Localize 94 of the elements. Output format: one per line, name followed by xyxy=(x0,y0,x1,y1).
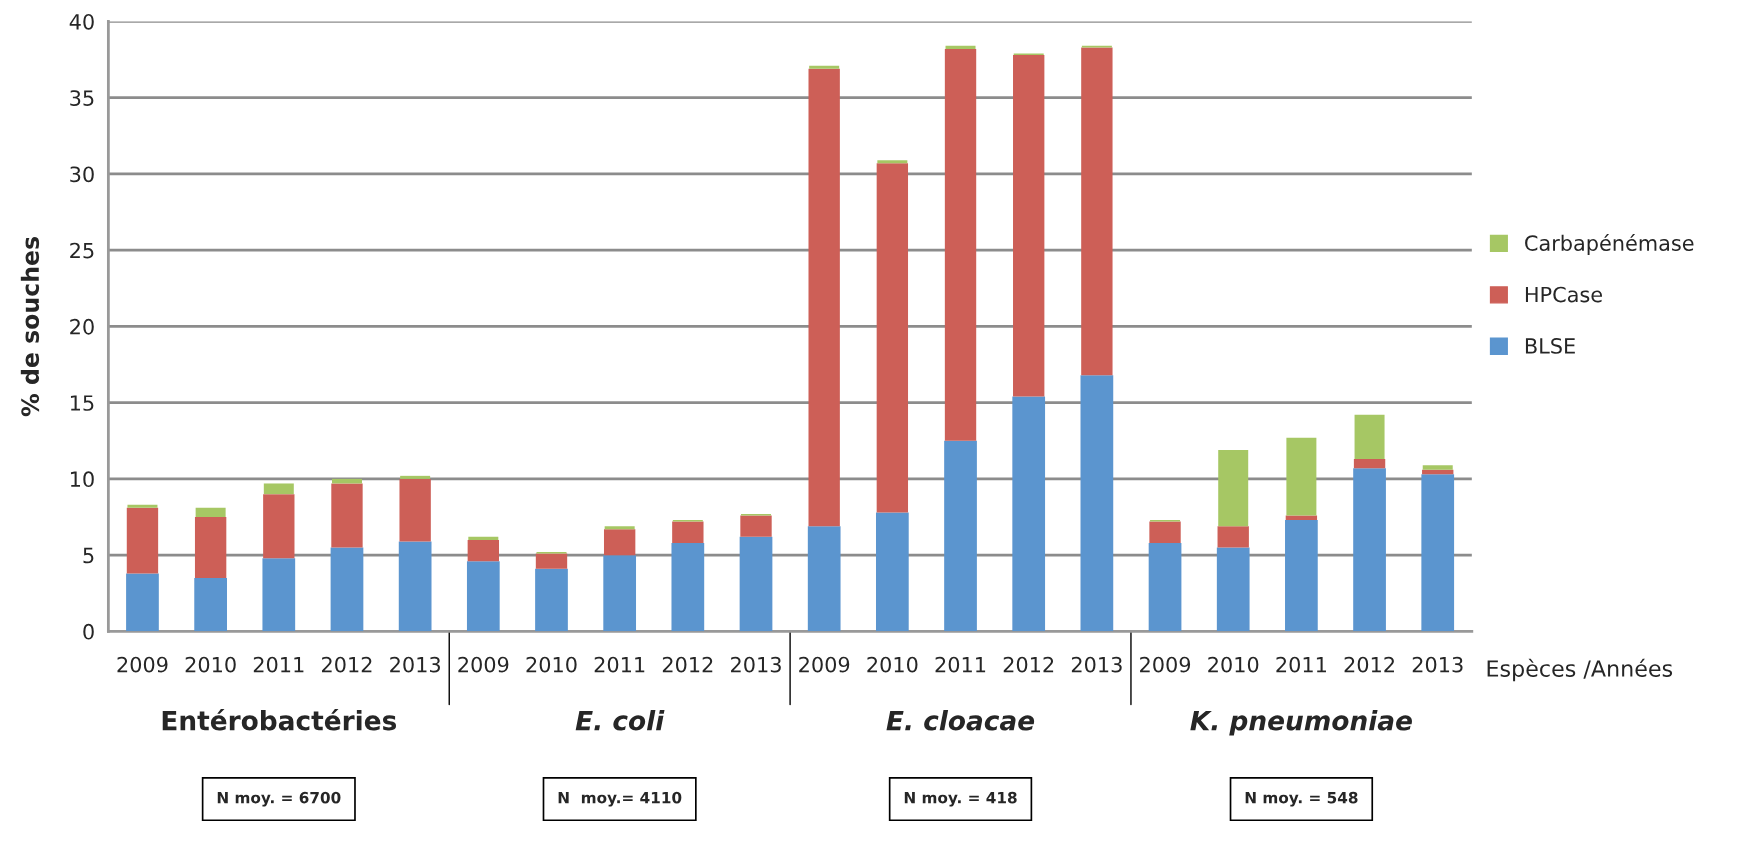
x-tick-label: 2012 xyxy=(662,656,713,673)
bar xyxy=(331,483,363,548)
x-tick-label: 2010 xyxy=(867,656,918,673)
bar xyxy=(944,440,977,632)
bar xyxy=(808,68,840,527)
text: Entérobactéries xyxy=(162,709,397,731)
x-tick-label: 2012 xyxy=(1344,656,1394,673)
bar xyxy=(1080,375,1114,632)
x-tick-label: 2010 xyxy=(526,656,577,673)
x-tick-label: 2013 xyxy=(1071,656,1122,673)
y-tick-label: 40 xyxy=(69,13,94,30)
bar xyxy=(535,568,568,632)
x-tick-label: 2011 xyxy=(253,656,304,673)
bar xyxy=(398,541,432,632)
bar xyxy=(1285,520,1318,632)
text: N moy.= 4110 xyxy=(558,791,682,807)
bar xyxy=(263,494,295,559)
x-tick-label: 2009 xyxy=(458,656,509,673)
text: E. coli xyxy=(575,710,665,731)
bar xyxy=(263,483,294,495)
bar xyxy=(1218,449,1249,527)
bar xyxy=(876,163,909,513)
x-tick-label: 2013 xyxy=(731,656,781,673)
bar xyxy=(330,547,364,632)
bar xyxy=(126,507,159,574)
x-tick-label: 2013 xyxy=(390,656,440,673)
bar xyxy=(194,517,227,578)
bar xyxy=(1421,474,1455,632)
y-tick-label: 30 xyxy=(70,166,94,183)
x-tick-label: 2009 xyxy=(117,656,168,673)
bar xyxy=(466,561,500,632)
bar xyxy=(1353,468,1386,632)
bar xyxy=(672,521,704,543)
x-tick-label: 2010 xyxy=(1208,656,1259,673)
x-tick-label: 2013 xyxy=(1412,656,1463,673)
x-tick-label: 2012 xyxy=(321,656,372,673)
legend-label: HPCase xyxy=(1525,286,1602,303)
bar xyxy=(945,45,976,49)
bar xyxy=(1354,414,1385,460)
text: N moy. = 6700 xyxy=(217,791,341,807)
bar xyxy=(1081,47,1113,376)
bar xyxy=(1422,465,1453,470)
y-tick-label: 10 xyxy=(70,471,94,488)
bar xyxy=(809,65,840,69)
bar xyxy=(468,536,499,540)
x-tick-label: 2011 xyxy=(594,656,645,673)
x-tick-label: 2012 xyxy=(1003,656,1054,673)
bar xyxy=(194,578,227,632)
text: N moy. = 548 xyxy=(1245,791,1358,807)
x-tick-label: 2010 xyxy=(185,656,236,673)
bar xyxy=(1217,526,1249,548)
bar xyxy=(671,542,705,632)
y-tick-label: 25 xyxy=(70,242,94,259)
bar xyxy=(604,526,635,530)
bar xyxy=(875,512,909,632)
legend-label: BLSE xyxy=(1525,338,1575,354)
y-tick-label: 0 xyxy=(83,623,94,640)
legend-label: Carbapénémase xyxy=(1525,234,1694,256)
text: K. pneumoniae xyxy=(1190,710,1412,736)
y-tick-label: 20 xyxy=(70,318,94,335)
bar xyxy=(603,555,637,632)
text: E. cloacae xyxy=(886,710,1035,731)
bar xyxy=(195,507,226,518)
bar xyxy=(1285,515,1318,521)
bar xyxy=(1216,547,1250,632)
x-tick-label: 2009 xyxy=(1140,656,1191,673)
bar xyxy=(126,573,159,632)
x-tick-label: 2009 xyxy=(799,656,850,673)
bar xyxy=(740,515,772,537)
text: N moy. = 418 xyxy=(904,791,1017,807)
bar xyxy=(944,48,977,441)
bar xyxy=(399,478,431,542)
bar xyxy=(127,504,158,508)
bar xyxy=(603,529,636,556)
bar xyxy=(1353,459,1386,469)
x-tick-label: 2011 xyxy=(1276,656,1326,673)
bar xyxy=(1148,542,1182,632)
x-axis-title: Espèces /Années xyxy=(1487,658,1673,682)
x-tick-label: 2011 xyxy=(935,656,986,673)
bar xyxy=(877,160,908,164)
bar xyxy=(535,553,568,569)
bar xyxy=(1013,55,1045,397)
y-axis-title: % de souches xyxy=(20,237,40,417)
bar xyxy=(400,475,431,479)
bar xyxy=(262,558,296,632)
bar xyxy=(467,539,499,562)
y-tick-label: 5 xyxy=(83,547,94,564)
bar xyxy=(1286,437,1317,516)
bar xyxy=(739,536,773,632)
bar xyxy=(1012,396,1046,632)
y-tick-label: 35 xyxy=(70,90,94,106)
bar xyxy=(1149,521,1181,543)
bar xyxy=(807,526,841,632)
y-tick-label: 15 xyxy=(70,395,94,411)
